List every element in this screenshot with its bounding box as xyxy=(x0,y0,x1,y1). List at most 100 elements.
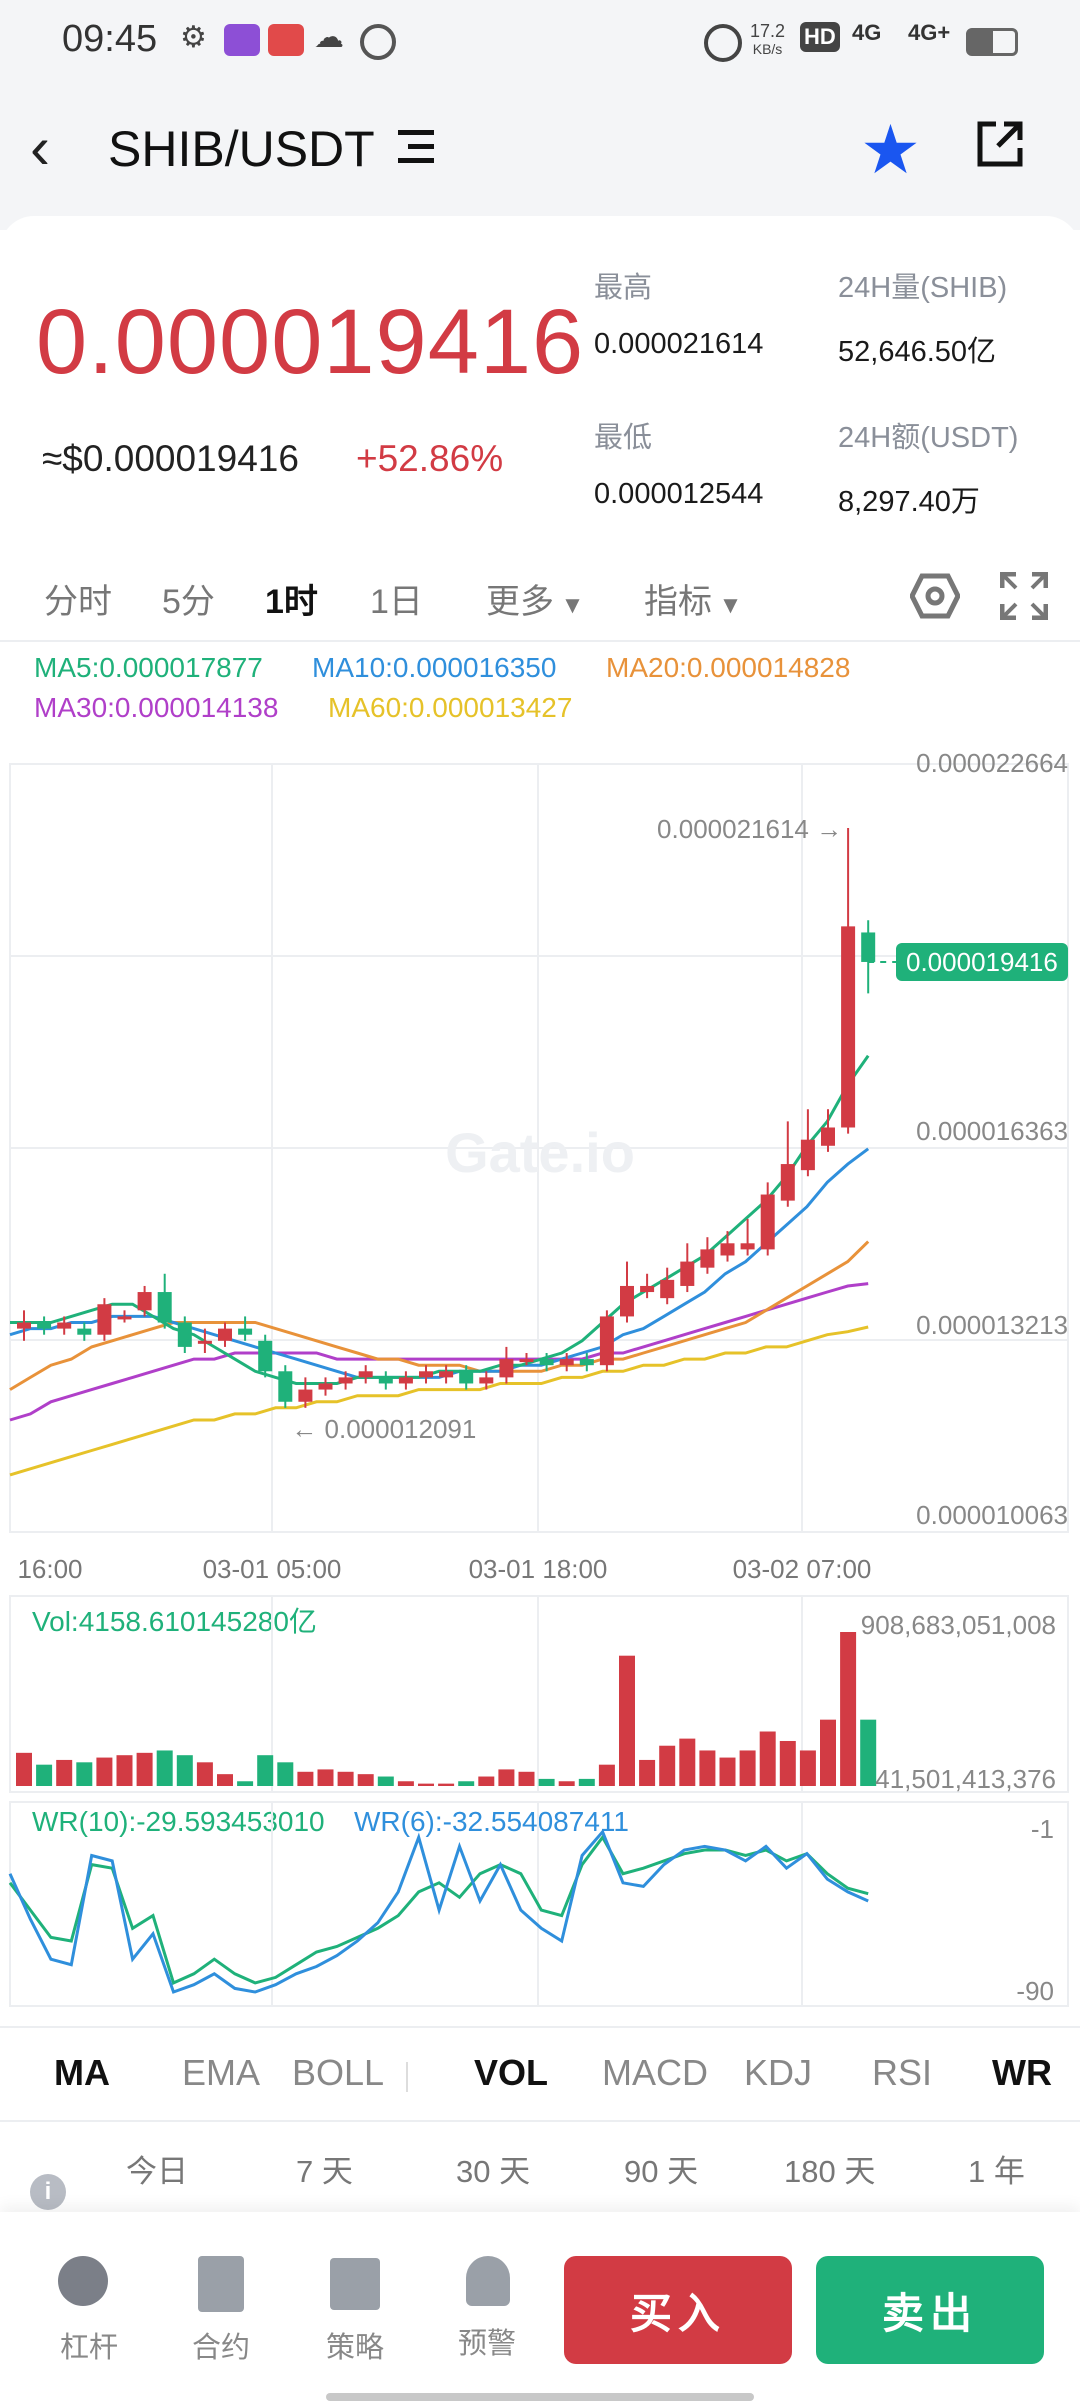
volume-bar xyxy=(16,1752,32,1786)
strategy-icon xyxy=(330,2258,380,2310)
wr-tick-min: -90 xyxy=(1016,1976,1054,2006)
volume-legend: Vol:4158.610145280亿 xyxy=(32,1606,317,1637)
candle xyxy=(57,1322,72,1329)
share-icon[interactable] xyxy=(976,120,1024,168)
candle xyxy=(117,1316,132,1320)
candle xyxy=(559,1359,574,1366)
tab-timeline[interactable]: 分时 xyxy=(44,583,112,621)
wr-chart[interactable]: -1 -90 xyxy=(0,1800,1080,2010)
ma60-legend: MA60:0.000013427 xyxy=(328,692,573,723)
candle xyxy=(740,1243,755,1250)
volume-bar xyxy=(116,1755,133,1786)
candle xyxy=(800,1139,815,1171)
star-icon[interactable]: ★ xyxy=(860,112,921,188)
wr-tick-max: -1 xyxy=(1031,1814,1054,1844)
app-icon xyxy=(224,24,260,56)
wr-lines xyxy=(8,1828,869,1994)
ind-vol[interactable]: VOL xyxy=(474,2052,549,2093)
volume-chart[interactable]: 908,683,051,008 41,501,413,376 xyxy=(0,1594,1080,1794)
ma30-line xyxy=(9,1282,869,1422)
x-tick-label: 03-02 07:00 xyxy=(733,1554,872,1584)
back-icon[interactable]: ‹ xyxy=(30,114,50,181)
fullscreen-icon[interactable] xyxy=(1000,572,1048,620)
period-1y: 1 年 xyxy=(968,2154,1025,2189)
volume-bar xyxy=(397,1781,414,1786)
high-marker: 0.000021614 → xyxy=(657,814,842,844)
menu-icon[interactable] xyxy=(398,130,434,164)
header-bar: ‹ SHIB/USDT ★ xyxy=(0,80,1080,230)
ind-boll[interactable]: BOLL xyxy=(292,2052,385,2093)
volume-bar xyxy=(840,1632,857,1786)
candle xyxy=(358,1371,373,1378)
x-tick-label: 16:00 xyxy=(17,1554,82,1584)
period-today: 今日 xyxy=(126,2154,188,2189)
amount-label: 24H额(USDT) xyxy=(838,422,1019,454)
volume-label: 24H量(SHIB) xyxy=(838,272,1008,304)
home-indicator[interactable] xyxy=(326,2393,754,2401)
candle xyxy=(841,926,856,1128)
gear-icon: ⚙ xyxy=(180,21,207,54)
pair-title[interactable]: SHIB/USDT xyxy=(108,121,375,177)
candle xyxy=(177,1322,192,1347)
tab-1h[interactable]: 1时 xyxy=(265,583,318,621)
nav-contract-label: 合约 xyxy=(192,2332,251,2364)
candle xyxy=(640,1285,655,1293)
tab-more[interactable]: 更多 ▼ xyxy=(486,574,584,623)
low-label: 最低 xyxy=(594,422,653,454)
volume-bar xyxy=(136,1752,153,1786)
candle xyxy=(620,1285,634,1317)
sell-button[interactable]: 卖出 xyxy=(816,2256,1044,2364)
volume-bar xyxy=(739,1750,756,1786)
candle xyxy=(861,932,876,962)
info-icon[interactable]: i xyxy=(30,2174,66,2210)
tab-indicator[interactable]: 指标 ▼ xyxy=(644,574,742,623)
ind-rsi[interactable]: RSI xyxy=(872,2052,933,2093)
volume-bar xyxy=(639,1759,656,1786)
tab-1d[interactable]: 1日 xyxy=(370,583,423,621)
candles xyxy=(17,827,876,1408)
divider xyxy=(0,2026,1080,2028)
watermark: Gate.io xyxy=(445,1121,635,1184)
candle xyxy=(760,1194,775,1250)
nav-strategy[interactable]: 策略 xyxy=(318,2254,408,2364)
tab-5m[interactable]: 5分 xyxy=(162,583,215,621)
amount-value: 8,297.40万 xyxy=(838,486,980,518)
candle xyxy=(519,1359,534,1363)
y-tick-label: 0.000016363 xyxy=(916,1116,1068,1146)
candle xyxy=(419,1371,433,1378)
ind-kdj[interactable]: KDJ xyxy=(744,2052,813,2093)
volume-bar xyxy=(799,1750,816,1786)
nav-alert[interactable]: 预警 xyxy=(450,2254,540,2360)
nav-strategy-label: 策略 xyxy=(326,2332,385,2364)
usd-price: ≈$0.000019416 xyxy=(42,438,299,479)
period-7d: 7 天 xyxy=(296,2154,353,2189)
hd-badge: HD xyxy=(800,22,840,52)
tab-more-label: 更多 xyxy=(486,583,554,621)
sync-icon xyxy=(360,24,396,60)
ind-ema[interactable]: EMA xyxy=(182,2052,261,2093)
volume-bar xyxy=(217,1774,233,1786)
volume-bar xyxy=(76,1762,93,1786)
chevron-down-icon: ▼ xyxy=(554,592,585,619)
candle xyxy=(197,1340,212,1344)
volume-bar xyxy=(538,1778,555,1786)
volume-bar xyxy=(719,1757,736,1786)
volume-bar xyxy=(820,1719,836,1786)
buy-button[interactable]: 买入 xyxy=(564,2256,792,2364)
candle xyxy=(298,1389,313,1402)
volume-bar xyxy=(237,1781,254,1786)
candlestick-chart[interactable]: Gate.io 0.000022664 0.000016363 0.00001321… xyxy=(0,752,1080,1592)
x-tick-label: 03-01 18:00 xyxy=(469,1554,608,1584)
alarm-icon xyxy=(704,24,742,62)
volume-bar xyxy=(598,1764,615,1786)
ind-wr[interactable]: WR xyxy=(992,2052,1052,2093)
volume-tick-min: 41,501,413,376 xyxy=(875,1764,1056,1794)
candle xyxy=(378,1377,393,1384)
nav-lever[interactable]: 杠杆 xyxy=(44,2254,134,2364)
nav-contract[interactable]: 合约 xyxy=(180,2254,270,2364)
ind-ma[interactable]: MA xyxy=(54,2052,110,2093)
settings-hex-icon[interactable] xyxy=(910,572,960,620)
ind-macd[interactable]: MACD xyxy=(602,2052,708,2093)
nav-alert-label: 预警 xyxy=(458,2328,517,2360)
volume-bar xyxy=(418,1783,434,1786)
